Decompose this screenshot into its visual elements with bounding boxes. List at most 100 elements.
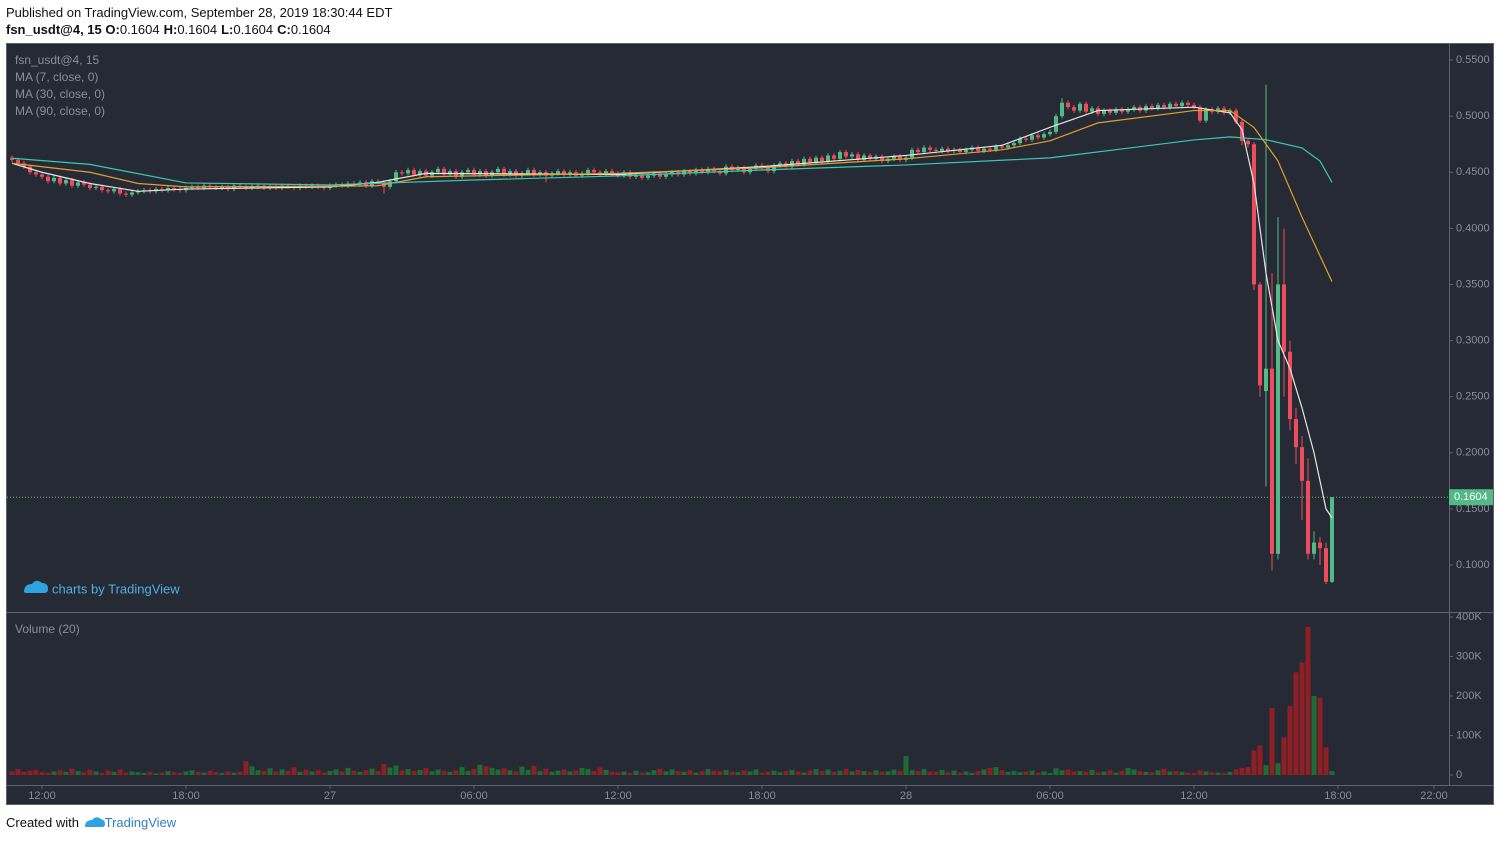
volume-bar <box>627 773 633 776</box>
candle-body <box>1083 103 1088 112</box>
candle-body <box>165 187 170 191</box>
volume-bar <box>939 769 945 776</box>
candle-body <box>411 170 416 175</box>
volume-bar <box>1053 768 1059 776</box>
volume-bar <box>987 767 993 776</box>
candle-body <box>39 174 44 177</box>
volume-bar <box>909 770 915 776</box>
candle-body <box>1173 103 1178 107</box>
volume-bar <box>1305 626 1311 776</box>
volume-bar <box>1113 772 1119 776</box>
candle-body <box>15 159 20 164</box>
volume-bar <box>411 771 417 776</box>
ohlc-value: 0.1604 <box>119 22 160 37</box>
candle-body <box>843 152 848 157</box>
candle-body <box>459 172 464 177</box>
volume-tick-label: 200K <box>1456 690 1482 702</box>
candle-body <box>801 158 806 165</box>
volume-bar <box>207 770 213 776</box>
volume-bar <box>201 772 207 776</box>
volume-bar <box>339 771 345 776</box>
candle-body <box>609 171 614 174</box>
candle-body <box>441 168 446 175</box>
y-tick-label: 0.4500 <box>1456 166 1490 178</box>
volume-bar <box>1005 771 1011 776</box>
last-price-box <box>1449 489 1493 506</box>
volume-bar <box>531 765 537 776</box>
y-tick-label: 0.5000 <box>1456 110 1490 122</box>
volume-bar <box>741 770 747 776</box>
candle-body <box>405 170 410 174</box>
volume-bar <box>963 771 969 776</box>
candle-body <box>129 192 134 195</box>
candle-body <box>603 171 608 175</box>
candle-body <box>837 152 842 159</box>
volume-bar <box>831 771 837 776</box>
candle-body <box>213 186 218 188</box>
volume-bar <box>225 771 231 776</box>
candle-body <box>471 170 476 175</box>
x-tick-label: 27 <box>324 790 336 802</box>
x-tick-label: 06:00 <box>460 790 488 802</box>
volume-bar <box>675 771 681 776</box>
volume-bar <box>1245 767 1251 776</box>
candle-body <box>1227 110 1232 113</box>
y-tick-label: 0.1000 <box>1456 559 1490 571</box>
volume-bar <box>717 771 723 776</box>
volume-bar <box>135 772 141 776</box>
volume-bar <box>87 769 93 776</box>
candle-body <box>1203 109 1208 121</box>
y-tick-label: 0.3000 <box>1456 334 1490 346</box>
volume-bar <box>1311 696 1317 776</box>
x-tick-label: 18:00 <box>748 790 776 802</box>
candle-body <box>393 172 398 182</box>
candle-body <box>87 184 92 188</box>
volume-bar <box>495 769 501 776</box>
legend-entry: MA (30, close, 0) <box>15 87 105 101</box>
x-tick-label: 18:00 <box>172 790 200 802</box>
candle-body <box>417 171 422 175</box>
chart: fsn_usdt@4, 15 Volume (20) charts by Tra… <box>6 43 1494 805</box>
volume-bar <box>969 773 975 776</box>
candle-body <box>45 176 50 182</box>
candle-body <box>123 193 128 195</box>
volume-bar <box>1173 771 1179 776</box>
volume-bar <box>945 772 951 776</box>
candle-body <box>399 172 404 174</box>
candle-body <box>1065 102 1070 108</box>
volume-bar <box>1131 769 1137 776</box>
ohlc-value: 0.1604 <box>177 22 218 37</box>
volume-bar <box>333 769 339 776</box>
volume-bar <box>1101 771 1107 776</box>
publish-note: Published on TradingView.com, September … <box>6 5 393 20</box>
candle-body <box>849 154 854 157</box>
volume-bar <box>1083 771 1089 776</box>
candle-body <box>531 170 536 175</box>
volume-bar <box>231 772 237 776</box>
volume-bar <box>933 771 939 776</box>
candle-body <box>915 149 920 153</box>
candle-body <box>1053 116 1058 132</box>
volume-bar <box>801 772 807 776</box>
volume-bar <box>447 771 453 776</box>
candle-body <box>975 147 980 151</box>
candle-body <box>1317 542 1322 549</box>
volume-bar <box>81 772 87 776</box>
moving-average <box>11 109 1333 282</box>
volume-bar <box>663 771 669 776</box>
volume-bar <box>405 769 411 776</box>
volume-bar <box>1119 770 1125 776</box>
x-tick-label: 12:00 <box>1180 790 1208 802</box>
volume-bar <box>435 769 441 776</box>
symbol: fsn_usdt@4, 15 <box>6 22 102 37</box>
candle-body <box>981 148 986 151</box>
volume-bar <box>1161 768 1167 776</box>
volume-bar <box>789 769 795 776</box>
candle-body <box>1287 351 1292 420</box>
ohlc-value: 0.1604 <box>290 22 331 37</box>
candle-body <box>555 171 560 174</box>
volume-bar <box>861 771 867 776</box>
candle-body <box>51 177 56 182</box>
x-tick-label: 12:00 <box>28 790 56 802</box>
candle-body <box>987 148 992 150</box>
